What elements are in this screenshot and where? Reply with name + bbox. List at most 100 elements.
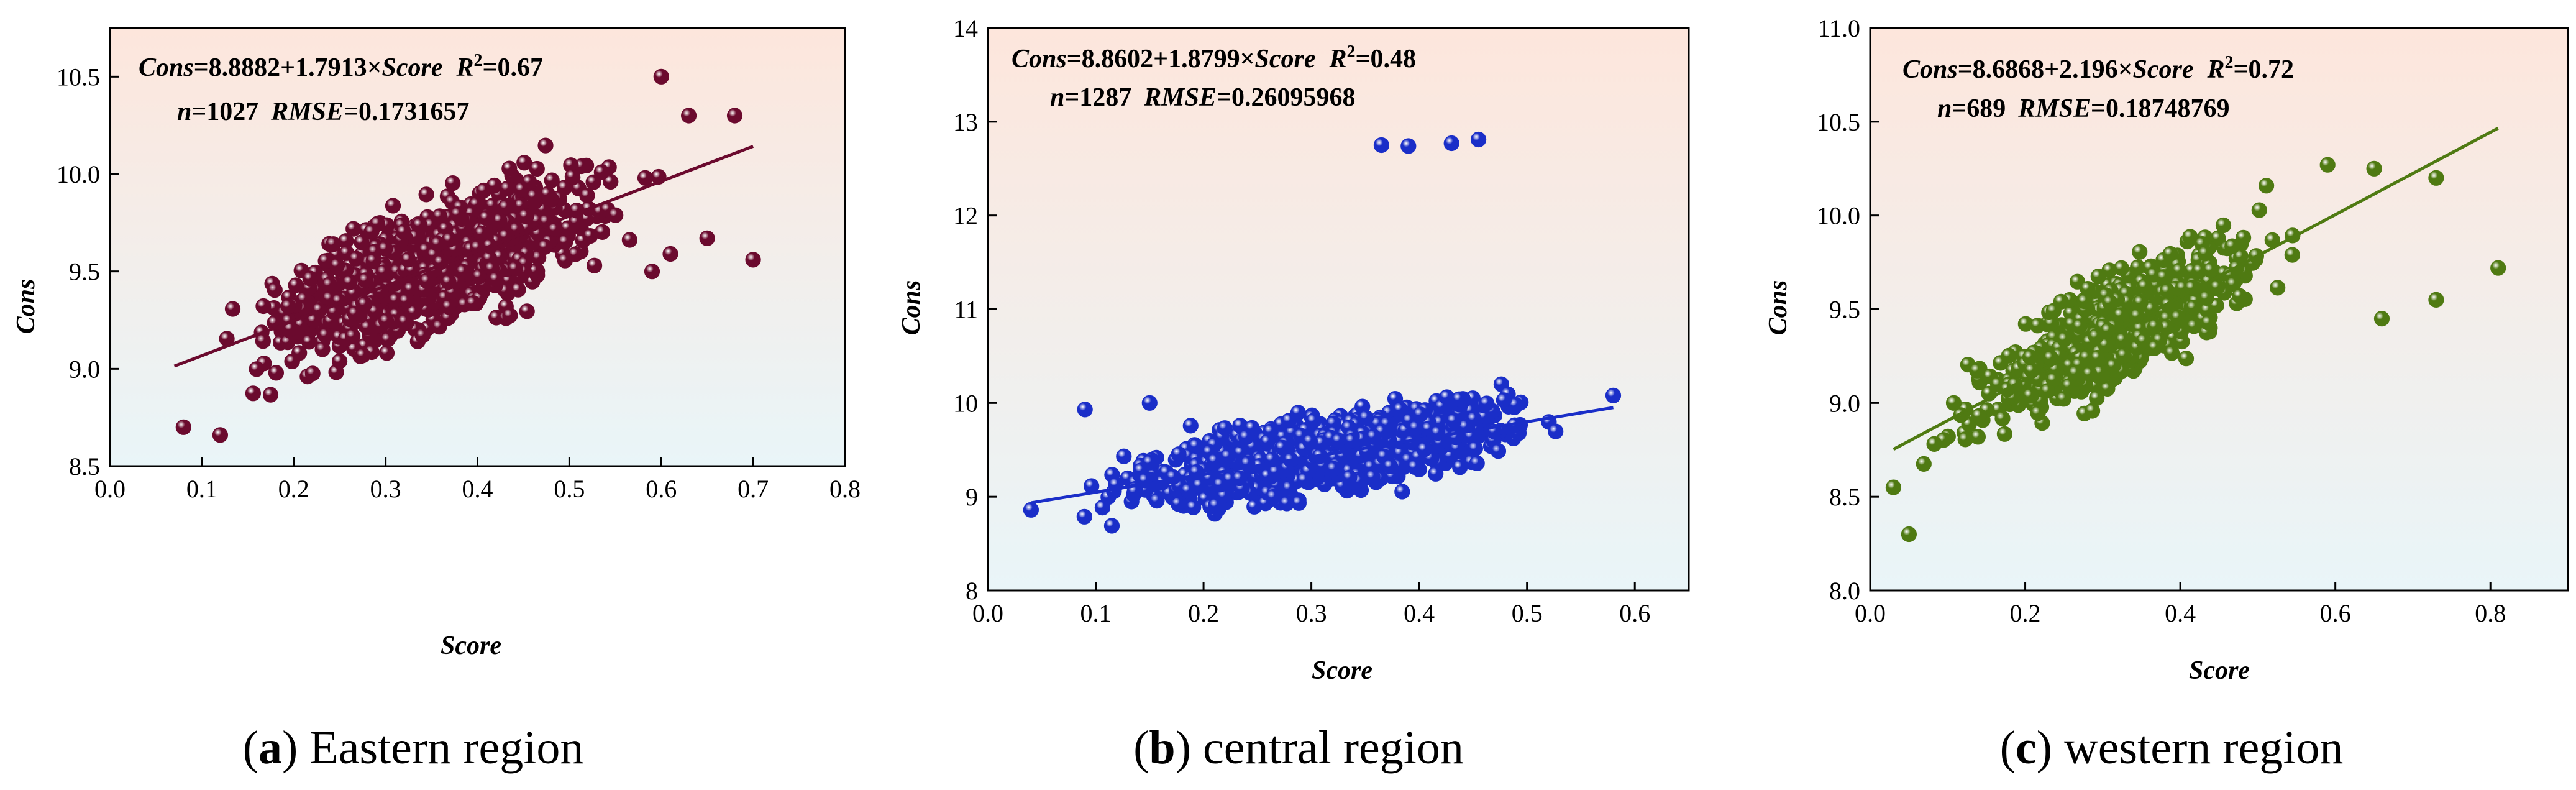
scatter-point	[502, 308, 518, 324]
y-axis-label: Cons	[897, 280, 926, 336]
scatter-point	[2030, 405, 2046, 421]
scatter-point	[1490, 443, 1507, 459]
scatter-point	[653, 68, 669, 85]
y-tick-label: 9.5	[1829, 296, 1860, 324]
scatter-point	[1408, 420, 1424, 436]
scatter-point	[304, 365, 321, 382]
y-axis-label: Cons	[1764, 280, 1793, 336]
scatter-point	[2185, 300, 2201, 316]
scatter-point	[347, 305, 363, 321]
scatter-point	[2022, 349, 2039, 365]
x-tick-label: 0.2	[278, 475, 309, 503]
scatter-point	[521, 174, 537, 190]
scatter-point	[325, 236, 342, 252]
scatter-point	[1185, 499, 1202, 515]
scatter-point	[1094, 499, 1111, 516]
scatter-point	[1471, 131, 1487, 148]
y-tick-label: 8	[966, 577, 978, 605]
scatter-point	[2373, 310, 2390, 327]
scatter-point	[557, 234, 573, 250]
scatter-point	[557, 180, 573, 196]
y-tick-label: 12	[953, 202, 978, 230]
scatter-point	[2137, 278, 2153, 295]
scatter-point	[680, 108, 697, 124]
axis-ticks: 0.0 0.2 0.4 0.6 0.8 8.0 8.5 9.0 9.5 10.0 10.5 11.0	[1817, 14, 2506, 627]
scatter-point	[2428, 292, 2444, 308]
x-tick-label: 0.4	[1404, 599, 1435, 627]
x-tick-label: 0.8	[829, 475, 861, 503]
scatter-point	[2112, 307, 2129, 323]
x-tick-label: 0.6	[2320, 599, 2351, 627]
scatter-point	[431, 319, 447, 335]
scatter-point	[363, 224, 380, 240]
scatter-point	[377, 241, 393, 257]
y-tick-label: 10.5	[1817, 108, 1860, 136]
scatter-point	[302, 270, 318, 287]
scatter-point	[537, 137, 554, 154]
scatter-point	[267, 282, 283, 298]
scatter-point	[1165, 469, 1181, 485]
x-tick-label: 0.7	[738, 475, 769, 503]
scatter-point	[2045, 303, 2062, 319]
equation-line-2: n=1027 RMSE=0.1731657	[177, 98, 469, 126]
equation-line-1: Cons=8.6868+2.196×Score R2=0.72	[1902, 53, 2294, 84]
x-tick-label: 0.3	[1296, 599, 1327, 627]
scatter-point	[375, 264, 392, 280]
scatter-point	[1217, 420, 1233, 436]
scatter-point	[1945, 395, 1962, 411]
scatter-point	[2186, 318, 2202, 334]
scatter-point	[245, 385, 261, 402]
scatter-point	[2147, 318, 2163, 334]
scatter-point	[465, 295, 482, 311]
scatter-point	[1274, 439, 1290, 456]
scatter-point	[1394, 484, 1410, 500]
scatter-point	[2236, 229, 2252, 246]
scatter-point	[249, 361, 265, 377]
scatter-point	[726, 108, 743, 124]
x-tick-label: 0.1	[1080, 599, 1112, 627]
scatter-point	[745, 252, 761, 268]
equation-line-1: Cons=8.8602+1.8799×Score R2=0.48	[1012, 42, 1416, 73]
scatter-point	[1366, 429, 1382, 445]
scatter-point	[499, 181, 515, 197]
x-tick-label: 0.8	[2475, 599, 2506, 627]
scatter-point	[498, 199, 514, 215]
x-tick-label: 0.0	[94, 475, 126, 503]
scatter-point	[418, 186, 434, 203]
scatter-point	[557, 252, 573, 269]
scatter-point	[564, 168, 581, 185]
scatter-point	[1141, 395, 1158, 411]
scatter-point	[478, 210, 495, 226]
scatter-point	[348, 250, 364, 267]
scatter-point	[1207, 452, 1223, 469]
scatter-point	[2215, 217, 2232, 234]
scatter-point	[268, 365, 284, 381]
scatter-point	[2259, 178, 2275, 194]
scatter-point	[1392, 401, 1409, 418]
scatter-point	[1496, 392, 1512, 408]
y-tick-label: 10	[953, 389, 978, 417]
scatter-point	[1188, 438, 1204, 454]
scatter-point	[488, 271, 504, 287]
scatter-point	[699, 230, 715, 246]
scatter-point	[2076, 293, 2093, 310]
x-tick-label: 0.3	[370, 475, 401, 503]
plot-background	[987, 27, 1690, 592]
scatter-point	[662, 246, 678, 262]
scatter-point	[357, 272, 374, 288]
scatter-point	[2039, 383, 2056, 399]
scatter-point	[212, 427, 228, 443]
scatter-point	[2113, 260, 2129, 276]
scatter-point	[1969, 362, 1985, 379]
scatter-point	[1325, 461, 1342, 477]
scatter-point	[486, 177, 503, 194]
y-tick-label: 13	[953, 108, 978, 136]
regression-line	[173, 145, 754, 368]
panel-caption: (a) Eastern region	[243, 722, 584, 774]
scatter-point	[419, 273, 435, 289]
scatter-point	[2178, 351, 2195, 367]
scatter-point	[2209, 279, 2226, 295]
y-tick-label: 9.5	[69, 258, 100, 286]
scatter-point	[518, 208, 534, 224]
